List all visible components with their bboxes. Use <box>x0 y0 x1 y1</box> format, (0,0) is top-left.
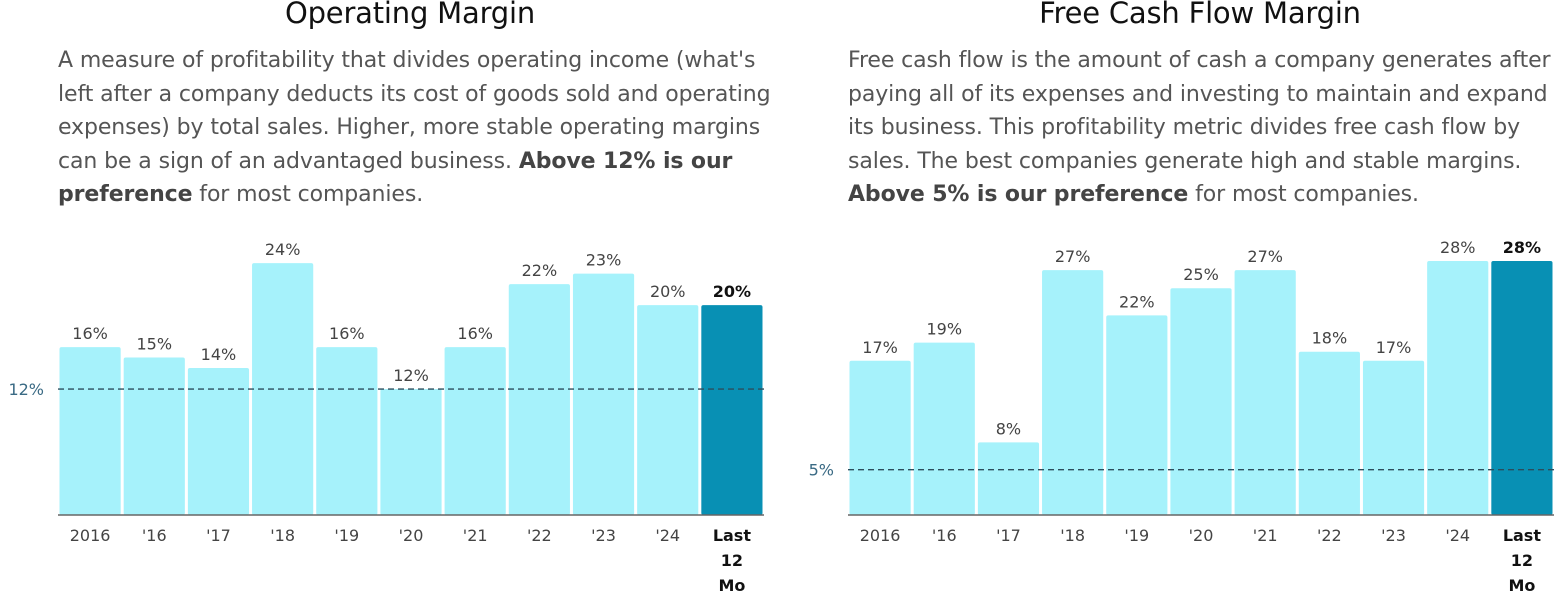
operating-margin-chart: 12% 16% 2016 15% '16 14% '17 24% '18 16% '19 12% '20… <box>8 240 766 595</box>
fcf-margin-category-label: '20 <box>1189 526 1214 545</box>
fcf-margin-title: Free Cash Flow Margin <box>1039 0 1361 30</box>
fcf-margin-value-label: 17% <box>862 338 898 357</box>
fcf-margin-bar <box>1234 270 1296 515</box>
operating-margin-bar <box>380 389 442 515</box>
operating-margin-value-label: 16% <box>457 324 493 343</box>
operating-margin-bar <box>508 284 570 515</box>
operating-margin-value-label: 23% <box>586 251 622 270</box>
operating-margin-value-label: 15% <box>136 335 172 354</box>
operating-margin-title: Operating Margin <box>284 0 536 30</box>
fcf-margin-category-label: '23 <box>1381 526 1406 545</box>
operating-margin-category-label: '23 <box>591 526 616 545</box>
operating-margin-bar <box>572 273 635 515</box>
fcf-margin-category-label: '19 <box>1124 526 1149 545</box>
fcf-margin-category-label: '16 <box>932 526 957 545</box>
fcf-margin-category-label-last-12-mo: 12 <box>1511 551 1533 570</box>
operating-margin-category-label: '24 <box>655 526 680 545</box>
operating-margin-bar <box>637 305 699 515</box>
fcf-margin-value-label: 28% <box>1440 238 1476 257</box>
fcf-margin-bar <box>1170 288 1232 515</box>
operating-margin-desc-text: A measure of profitability that divides … <box>58 48 771 174</box>
operating-margin-bar-last-12-mo <box>701 305 763 515</box>
fcf-margin-value-label: 25% <box>1183 265 1219 284</box>
operating-margin-value-label: 12% <box>393 366 429 385</box>
operating-margin-value-label: 20% <box>713 282 751 301</box>
fcf-margin-value-label: 18% <box>1312 329 1348 348</box>
fcf-margin-category-label: '17 <box>996 526 1021 545</box>
fcf-margin-category-label-last-12-mo: Last <box>1503 526 1542 545</box>
fcf-margin-category-label: '24 <box>1445 526 1470 545</box>
operating-margin-value-label: 16% <box>72 324 108 343</box>
fcf-margin-bar <box>913 342 975 515</box>
operating-margin-preference: Above 12% is our preference <box>58 148 733 208</box>
operating-margin-value-label: 24% <box>265 240 301 259</box>
fcf-margin-category-label-last-12-mo: Mo <box>1508 576 1535 595</box>
operating-margin-category-label: '16 <box>142 526 167 545</box>
fcf-margin-category-label: 2016 <box>860 526 901 545</box>
fcf-margin-value-label: 27% <box>1247 247 1283 266</box>
operating-margin-bar <box>123 357 185 515</box>
operating-margin-category-label-last-12-mo: Last <box>713 526 752 545</box>
fcf-margin-threshold-label: 5% <box>809 461 834 480</box>
fcf-margin-desc-suffix: for most companies. <box>1188 182 1419 207</box>
fcf-margin-category-label: '21 <box>1253 526 1278 545</box>
operating-margin-value-label: 14% <box>201 345 237 364</box>
operating-margin-category-label: '21 <box>463 526 488 545</box>
operating-margin-bar <box>444 347 506 515</box>
fcf-margin-value-label: 19% <box>926 320 962 339</box>
operating-margin-threshold-label: 12% <box>8 380 44 399</box>
operating-margin-description: A measure of profitability that divides … <box>58 44 778 212</box>
fcf-margin-value-label: 17% <box>1376 338 1412 357</box>
operating-margin-bar <box>316 347 378 515</box>
operating-margin-value-label: 22% <box>522 261 558 280</box>
fcf-margin-description: Free cash flow is the amount of cash a c… <box>848 44 1560 212</box>
operating-margin-category-label: '19 <box>334 526 359 545</box>
fcf-margin-bar <box>1362 360 1425 515</box>
fcf-margin-value-label: 28% <box>1503 238 1541 257</box>
fcf-margin-bar <box>849 360 911 515</box>
operating-margin-category-label: '20 <box>399 526 424 545</box>
operating-margin-value-label: 16% <box>329 324 365 343</box>
operating-margin-category-label: 2016 <box>70 526 111 545</box>
operating-margin-bar <box>187 368 250 515</box>
fcf-margin-category-label: '18 <box>1060 526 1085 545</box>
fcf-margin-desc-text: Free cash flow is the amount of cash a c… <box>848 48 1551 174</box>
fcf-margin-value-label: 22% <box>1119 292 1155 311</box>
operating-margin-value-label: 20% <box>650 282 686 301</box>
fcf-margin-bar <box>1042 270 1104 515</box>
operating-margin-category-label-last-12-mo: Mo <box>718 576 745 595</box>
operating-margin-category-label-last-12-mo: 12 <box>721 551 743 570</box>
operating-margin-category-label: '17 <box>206 526 231 545</box>
fcf-margin-value-label: 27% <box>1055 247 1091 266</box>
fcf-margin-category-label: '22 <box>1317 526 1342 545</box>
operating-margin-category-label: '22 <box>527 526 552 545</box>
operating-margin-bar <box>59 347 121 515</box>
fcf-margin-preference: Above 5% is our preference <box>848 182 1189 207</box>
fcf-margin-bar-last-12-mo <box>1491 261 1553 515</box>
fcf-margin-value-label: 8% <box>996 419 1021 438</box>
fcf-margin-bar <box>1427 261 1489 515</box>
fcf-margin-chart: 5% 17% 2016 19% '16 8% '17 27% '18 22% '19 25% '20 27… <box>809 238 1556 595</box>
operating-margin-category-label: '18 <box>270 526 295 545</box>
operating-margin-desc-suffix: for most companies. <box>192 182 424 207</box>
fcf-margin-bar <box>1298 351 1360 515</box>
fcf-margin-bar <box>977 442 1040 515</box>
fcf-margin-bar <box>1106 315 1168 515</box>
